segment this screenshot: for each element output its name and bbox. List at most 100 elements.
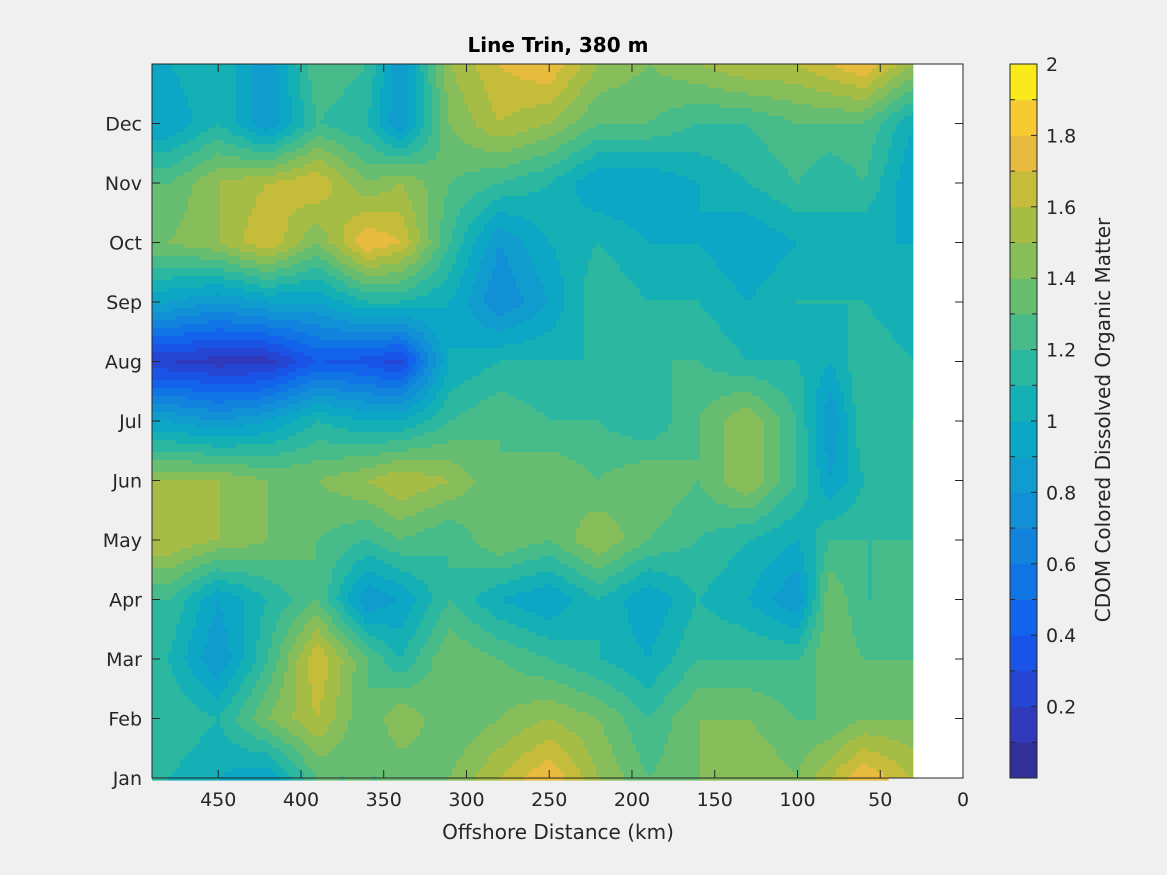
contour-cell — [280, 100, 293, 105]
contour-cell — [272, 744, 293, 749]
contour-cell — [788, 576, 801, 581]
contour-cell — [324, 652, 337, 657]
contour-cell — [848, 328, 889, 333]
contour-cell — [324, 684, 341, 689]
contour-cell — [492, 308, 513, 313]
contour-cell — [792, 100, 877, 105]
contour-cell — [420, 228, 429, 233]
contour-cell — [464, 232, 481, 237]
contour-cell — [152, 560, 185, 565]
contour-cell — [336, 560, 357, 565]
contour-cell — [368, 676, 425, 681]
contour-cell — [640, 708, 657, 713]
contour-cell — [912, 124, 914, 129]
contour-cell — [624, 568, 649, 573]
contour-cell — [312, 224, 321, 229]
contour-cell — [228, 664, 241, 669]
contour-cell — [740, 408, 753, 413]
contour-cell — [428, 244, 441, 249]
contour-cell — [300, 80, 313, 85]
contour-cell — [152, 444, 213, 449]
contour-cell — [536, 632, 633, 637]
contour-cell — [296, 704, 313, 709]
contour-cell — [784, 760, 805, 765]
contour-cell — [300, 720, 333, 725]
contour-cell — [404, 400, 421, 405]
contour-cell — [152, 252, 229, 257]
contour-cell — [600, 420, 673, 425]
contour-cell — [348, 132, 377, 137]
contour-cell — [192, 592, 213, 597]
contour-cell — [760, 284, 914, 289]
contour-cell — [168, 660, 189, 665]
contour-cell — [416, 220, 429, 225]
contour-cell — [248, 672, 261, 677]
contour-cell — [308, 72, 361, 77]
contour-cell — [724, 432, 765, 437]
contour-cell — [332, 620, 345, 625]
contour-cell — [784, 520, 825, 525]
contour-cell — [220, 696, 233, 701]
contour-cell — [340, 612, 349, 617]
contour-cell — [448, 396, 489, 401]
contour-cell — [448, 368, 485, 373]
contour-cell — [184, 244, 229, 249]
contour-cell — [196, 620, 213, 625]
contour-cell — [332, 188, 357, 193]
contour-cell — [432, 348, 441, 353]
contour-cell — [816, 568, 825, 573]
contour-cell — [768, 492, 789, 497]
contour-cell — [448, 300, 469, 305]
contour-cell — [820, 604, 825, 609]
contour-cell — [604, 724, 629, 729]
contour-cell — [276, 284, 333, 289]
contour-cell — [340, 128, 373, 133]
contour-cell — [512, 736, 581, 741]
contour-cell — [388, 724, 425, 729]
contour-cell — [180, 144, 205, 149]
contour-cell — [408, 360, 417, 365]
contour-cell — [276, 664, 289, 669]
contour-cell — [680, 708, 789, 713]
contour-cell — [440, 220, 457, 225]
contour-cell — [152, 380, 201, 385]
contour-cell — [400, 280, 421, 285]
contour-cell — [356, 668, 369, 673]
contour-cell — [632, 280, 733, 285]
contour-cell — [468, 108, 493, 113]
contour-cell — [284, 768, 301, 773]
contour-cell — [212, 616, 225, 621]
contour-cell — [288, 68, 301, 73]
contour-cell — [196, 164, 277, 169]
contour-cell — [212, 560, 337, 565]
contour-cell — [228, 736, 257, 741]
contour-cell — [640, 292, 741, 297]
contour-cell — [352, 708, 393, 713]
contour-cell — [900, 84, 914, 89]
contour-cell — [324, 476, 377, 481]
contour-cell — [296, 700, 313, 705]
contour-cell — [344, 144, 373, 149]
contour-cell — [644, 236, 789, 241]
contour-cell — [532, 724, 565, 729]
contour-cell — [220, 488, 269, 493]
contour-cell — [336, 288, 361, 293]
contour-cell — [848, 352, 909, 357]
contour-cell — [324, 636, 337, 641]
contour-cell — [572, 100, 593, 105]
contour-cell — [428, 80, 437, 85]
contour-cell — [660, 628, 685, 633]
contour-cell — [412, 128, 421, 133]
contour-cell — [404, 256, 421, 261]
contour-cell — [200, 312, 237, 317]
contour-cell — [796, 428, 809, 433]
contour-cell — [276, 292, 325, 297]
contour-cell — [464, 240, 477, 245]
contour-cell — [800, 576, 809, 581]
contour-cell — [188, 200, 221, 205]
contour-cell — [152, 472, 233, 477]
contour-cell — [336, 744, 397, 749]
contour-cell — [316, 420, 321, 425]
contour-cell — [152, 244, 185, 249]
